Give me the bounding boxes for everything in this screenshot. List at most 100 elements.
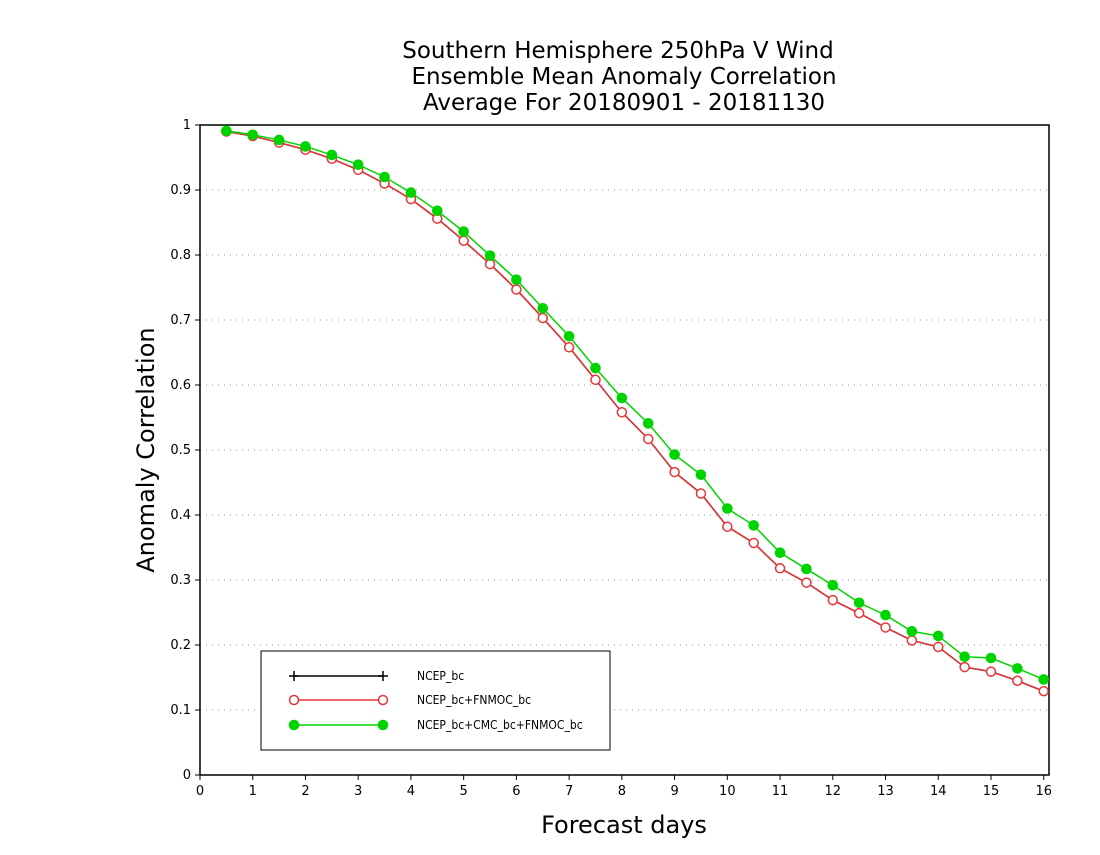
legend-marker-left-2 [288,719,300,731]
x-tick-label-15: 15 [983,784,1000,799]
y-tick-label-8: 0.8 [170,248,191,263]
series-2-point-15 [616,392,628,404]
x-tick-label-1: 1 [249,784,257,799]
x-tick-label-10: 10 [719,784,736,799]
series-2-point-2 [273,134,285,146]
x-tick-label-0: 0 [196,784,204,799]
x-tick-label-6: 6 [512,784,520,799]
series-1-point-12 [537,312,549,324]
series-2-point-11 [511,274,522,286]
legend-marker-right-2 [377,719,389,731]
series-2-point-28 [959,651,970,663]
series-2-point-7 [405,187,417,198]
legend-items: NCEP_bc NCEP_bc+FNMOC_bc NCEP_bc+CMC_bc+FN… [288,669,583,732]
y-tick-label-9: 0.9 [170,183,191,198]
series-1-point-23 [827,594,839,606]
series-2-point-12 [537,303,549,314]
series-2-point-17 [669,449,680,460]
series-2-point-0 [221,125,232,137]
legend-marker-right-1 [377,694,389,706]
x-tick-label-2: 2 [301,784,309,799]
x-tick-label-3: 3 [354,784,362,799]
series-1-point-9 [458,235,469,246]
series-2-point-22 [801,563,812,575]
series-1-point-26 [906,635,918,646]
x-tick-label-9: 9 [670,784,678,799]
x-tick-label-13: 13 [877,784,894,799]
series-2-point-3 [300,141,311,152]
legend: NCEP_bc NCEP_bc+FNMOC_bc NCEP_bc+CMC_bc+FN… [260,650,611,751]
y-tick-label-3: 0.3 [170,573,191,588]
series-2-point-26 [906,626,918,637]
series-1-point-29 [985,666,997,677]
series-1-point-13 [563,342,575,353]
series-2-point-9 [458,226,469,237]
series-1-point-17 [669,466,680,478]
legend-marker-right-0 [378,671,388,681]
series-2-point-30 [1012,663,1023,674]
series-2-point-29 [985,652,997,664]
series-1-point-19 [722,521,733,532]
x-tick-label-4: 4 [407,784,415,799]
x-tick-label-14: 14 [930,784,947,799]
chart-title-line-2: Ensemble Mean Anomaly Correlation [411,64,836,90]
x-tick-label-12: 12 [825,784,842,799]
grid-lines [200,189,1049,711]
x-tick-label-11: 11 [772,784,789,799]
series-2-point-6 [379,171,390,183]
y-tick-label-4: 0.4 [170,508,191,523]
series-1-point-31 [1038,685,1049,697]
series-1-point-21 [774,563,786,574]
series-layer [221,125,1050,697]
series-1-point-15 [616,407,628,418]
x-tick-label-8: 8 [618,784,626,799]
series-2-point-18 [695,469,707,481]
y-tick-label-10: 1 [183,118,191,133]
legend-marker-left-0 [289,671,299,681]
legend-item-2: NCEP_bc+CMC_bc+FNMOC_bc [288,718,583,732]
series-1-point-14 [590,374,601,386]
x-tick-label-16: 16 [1035,784,1052,799]
legend-label-2: NCEP_bc+CMC_bc+FNMOC_bc [417,718,583,732]
legend-marker-left-1 [288,694,300,706]
chart-title-line-3: Average For 20180901 - 20181130 [423,90,825,116]
y-tick-label-7: 0.7 [170,313,191,328]
series-2-point-21 [774,547,786,559]
series-2-point-10 [484,250,496,261]
legend-item-1: NCEP_bc+FNMOC_bc [288,693,531,707]
series-1-point-25 [880,622,891,633]
series-1-point-10 [484,258,496,270]
series-2-point-13 [563,330,575,342]
y-tick-label-5: 0.5 [170,443,191,458]
x-tick-label-7: 7 [565,784,573,799]
axes: 00.10.20.30.40.50.60.70.80.910 1 2 3 4 5 6 7 8 9 1… [170,118,1052,799]
series-2-point-25 [880,609,891,621]
series-1-point-16 [642,433,654,445]
series-1-point-20 [748,537,759,549]
legend-item-0: NCEP_bc [289,669,464,683]
series-2-point-27 [932,630,944,642]
legend-label-0: NCEP_bc [417,669,464,683]
y-tick-label-1: 0.1 [170,703,191,718]
y-tick-label-2: 0.2 [170,638,191,653]
series-2-point-19 [722,503,733,514]
y-tick-label-6: 0.6 [170,378,191,393]
series-2-point-8 [431,205,443,217]
x-axis-label: Forecast days [541,811,707,839]
series-1-point-18 [695,488,707,499]
series-2-point-24 [853,597,865,609]
series-2-point-1 [247,129,259,141]
series-2-point-14 [590,362,601,374]
y-tick-label-0: 0 [183,768,191,783]
chart-title-line-1: Southern Hemisphere 250hPa V Wind [402,38,833,64]
series-2-point-31 [1038,674,1050,685]
series-1-point-24 [853,607,865,619]
series-2-point-4 [326,149,338,161]
series-1-point-27 [933,641,944,653]
series-line-2 [226,130,1045,681]
x-tick-label-5: 5 [460,784,468,799]
series-1-point-28 [959,661,970,673]
series-1-point-22 [801,577,812,588]
